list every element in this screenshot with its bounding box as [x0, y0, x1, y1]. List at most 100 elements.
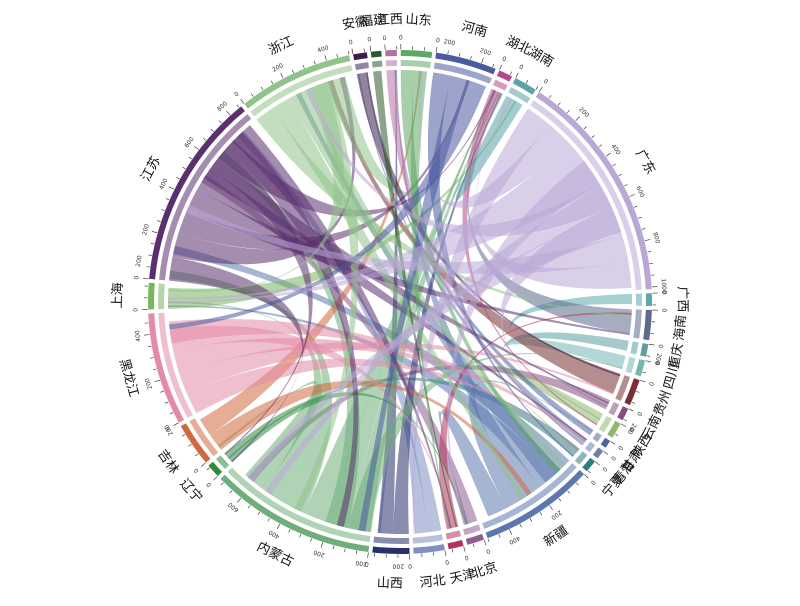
chord-ribbon [185, 205, 629, 275]
chord-ribbon [468, 380, 593, 509]
axis-tick [201, 462, 206, 467]
segment-inner-band [508, 86, 531, 104]
chord-ribbon [168, 305, 556, 488]
tick-label: 400 [134, 330, 142, 342]
segment-label: 福建 [359, 13, 386, 30]
segment-label: 浙江 [266, 34, 296, 59]
chord-ribbon [172, 76, 356, 265]
segment-inner-band [592, 432, 602, 442]
axis-tick [210, 129, 214, 132]
tick-label: 600 [227, 501, 240, 514]
axis-tick [310, 538, 312, 542]
tick-label: 400 [609, 143, 621, 157]
axis-tick [324, 55, 327, 61]
segment-inner-band [215, 455, 230, 470]
axis-tick [236, 104, 240, 108]
segment-label: 河北 [419, 573, 447, 591]
segment-label: 山西 [377, 576, 404, 592]
axis-tick [645, 360, 652, 363]
tick-label: 0 [660, 308, 667, 312]
segment-label: 北京 [470, 560, 499, 582]
axis-tick [219, 120, 222, 124]
axis-tick [499, 64, 502, 71]
segment-arc [640, 343, 649, 357]
chord-ribbon [347, 91, 500, 533]
chord-ribbon [502, 332, 629, 443]
chord-ribbon [294, 81, 359, 512]
axis-tick [629, 194, 635, 197]
axis-tick [539, 86, 543, 92]
tick-label: 0 [164, 425, 172, 432]
axis-tick [291, 69, 294, 74]
axis-tick [288, 529, 291, 533]
axis-tick [367, 552, 369, 559]
axis-tick [355, 550, 358, 555]
chord-ribbon [178, 341, 614, 395]
segment-inner-band [433, 62, 492, 84]
axis-tick [567, 490, 571, 494]
axis-tick [636, 390, 640, 393]
chord-ribbon [438, 408, 507, 525]
tick-label: 0 [518, 63, 525, 71]
axis-tick [615, 433, 619, 437]
chord-ribbon [168, 163, 601, 304]
axis-tick [639, 379, 646, 383]
tick-label: 0 [193, 466, 201, 474]
axis-tick [633, 205, 638, 208]
axis-tick [631, 401, 636, 404]
axis-tick [605, 152, 611, 157]
axis-tick [539, 512, 543, 516]
segment-arc [148, 313, 185, 423]
chord-ribbon [410, 70, 451, 529]
segment-inner-band [615, 375, 631, 402]
axis-tick [515, 72, 519, 78]
axis-tick [181, 434, 186, 437]
axis-tick [188, 156, 193, 160]
axis-tick [584, 474, 589, 479]
chord-ribbon [168, 318, 587, 441]
ribbon-layer [168, 70, 632, 534]
tick-label: 0 [408, 562, 412, 569]
axis-tick [591, 135, 595, 138]
segment-label: 四川 [661, 362, 682, 391]
axis-tick [176, 176, 180, 180]
tick-label: 600 [634, 185, 645, 198]
axis-tick [332, 545, 335, 550]
axis-tick [299, 534, 302, 538]
chord-ribbon [169, 325, 454, 528]
segment-inner-band [608, 401, 620, 416]
chord-ribbon [203, 158, 609, 405]
axis-tick [481, 57, 484, 64]
axis-tick [203, 137, 207, 141]
segment-inner-band [373, 536, 410, 544]
segment-inner-band [189, 418, 219, 457]
axis-tick [226, 110, 231, 116]
tick-label: 200 [355, 559, 368, 568]
axis-tick [628, 408, 634, 412]
segment-label: 湖南 [526, 44, 557, 71]
segment-inner-band [412, 534, 444, 544]
axis-tick [612, 163, 616, 167]
segment-label: 新疆 [541, 522, 572, 550]
axis-tick [435, 46, 438, 53]
segment-inner-band [635, 293, 642, 306]
axis-tick [575, 116, 580, 121]
segment-arc [582, 457, 596, 472]
chord-ribbon [427, 72, 574, 457]
axis-tick [549, 505, 553, 511]
segment-inner-band [227, 467, 371, 543]
tick-label: 0 [444, 558, 449, 566]
tick-label: 0 [627, 426, 635, 433]
axis-tick [173, 422, 179, 426]
axis-tick [618, 173, 622, 177]
axis-tick [458, 53, 461, 57]
axis-tick [168, 186, 175, 190]
tick-label: 800 [651, 232, 661, 245]
tick-label: 0 [364, 560, 369, 567]
segment-label: 黑龙江 [116, 357, 141, 399]
axis-tick [188, 444, 192, 447]
axis-tick [644, 239, 651, 242]
axis-tick [583, 126, 587, 130]
tick-label: 0 [501, 55, 507, 63]
